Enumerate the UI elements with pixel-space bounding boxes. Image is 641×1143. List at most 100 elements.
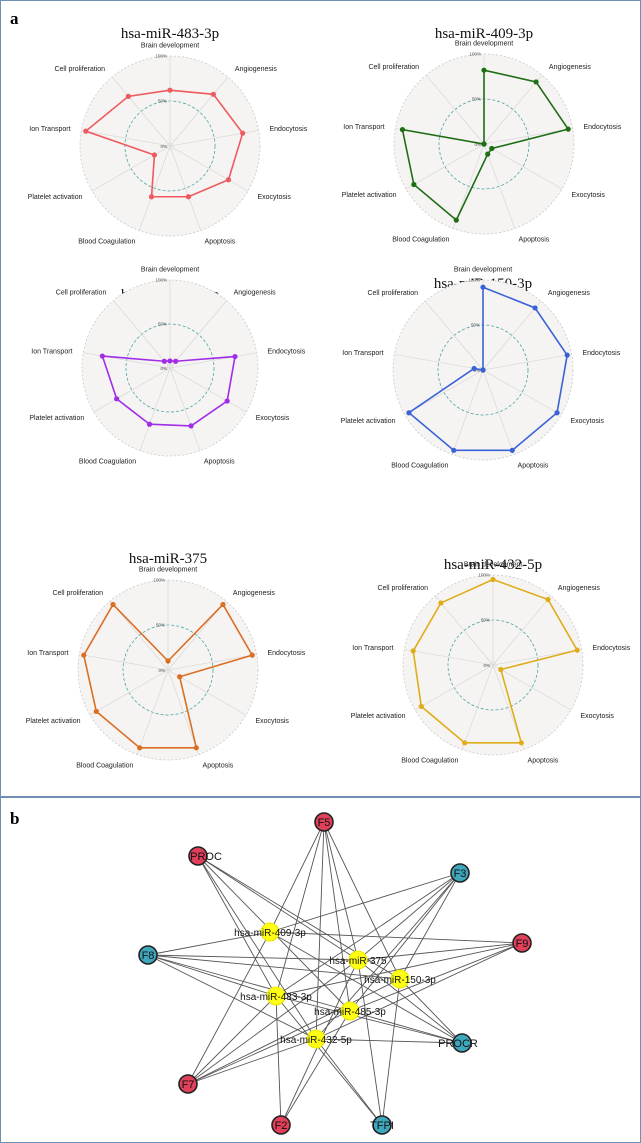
network-edge <box>399 872 461 980</box>
radar-data-point <box>173 358 179 364</box>
radar-spoke <box>492 595 552 666</box>
radar-axis-label: Angiogenesis <box>548 290 591 297</box>
radar-tick-label: 50% <box>471 323 480 328</box>
gene-node-label: F5 <box>318 817 331 829</box>
radar-data-point <box>240 130 246 136</box>
radar-data-point <box>399 127 406 133</box>
radar-data-point <box>438 600 444 606</box>
gene-node-label: F3 <box>454 868 467 880</box>
radar-data-point <box>471 365 477 372</box>
radar-data-point <box>545 596 551 603</box>
radar-spoke <box>93 367 171 413</box>
radar-axis-label: Brain development <box>141 43 199 50</box>
radar-spoke <box>167 654 257 671</box>
network-edge <box>349 942 523 1012</box>
panel-a-letter: a <box>10 9 19 28</box>
gene-node-label: F7 <box>182 1079 195 1091</box>
network-edge <box>323 821 359 961</box>
radar-tick-label: 50% <box>472 97 481 102</box>
gene-node <box>138 945 158 965</box>
radar-data-point <box>125 93 131 99</box>
mirna-node-label: hsa-miR-375 <box>329 956 387 967</box>
radar-spoke <box>169 76 229 147</box>
mirna-node <box>340 1001 360 1021</box>
radar-data-point <box>146 421 153 427</box>
radar-axis-label: Brain development <box>455 41 513 48</box>
radar-data-point <box>485 151 491 157</box>
radar-spoke <box>483 143 516 229</box>
radar-axis-label: Endocytosis <box>583 124 621 131</box>
radar-spoke <box>483 143 563 190</box>
network-edge <box>187 1010 351 1085</box>
radar-axis-label: Ion Transport <box>27 650 68 657</box>
radar-spoke <box>394 354 484 371</box>
radar-axis-label: Endocytosis <box>592 645 630 652</box>
radar-spoke <box>434 595 494 666</box>
radar-spoke <box>492 664 572 711</box>
radar-data-point <box>165 658 171 664</box>
radar-data-point <box>148 194 155 200</box>
gene-node <box>512 933 532 953</box>
radar-data-point <box>232 353 238 360</box>
mirna-node <box>306 1029 326 1049</box>
network-edge <box>197 855 317 1040</box>
network-edge <box>269 872 461 933</box>
network-edge <box>187 978 401 1085</box>
radar-axis-label: Brain development <box>141 267 199 274</box>
radar-tick-label: 50% <box>481 618 490 623</box>
radar-spoke <box>482 369 515 455</box>
network-graph: F5 PROC F3 F8 F9 PROCR F7 F2 TFPI hsa-miR-409-3p h… <box>138 812 532 1135</box>
network-edge <box>323 821 401 980</box>
radar-data-point <box>411 181 417 188</box>
radar-spoke <box>169 145 202 231</box>
radar-data-point <box>509 447 515 453</box>
radar-spoke <box>424 300 484 371</box>
radar-tick-label: 0% <box>160 366 167 371</box>
network-edge <box>147 954 351 1012</box>
radar-axis-label: Cell proliferation <box>368 64 419 71</box>
radar-data-point <box>137 745 143 751</box>
network-edge <box>275 995 383 1126</box>
network-edge <box>349 872 461 1012</box>
radar-data-point <box>167 87 173 93</box>
network-edge <box>315 942 523 1040</box>
mirna-node-label: hsa-miR-483-3p <box>240 992 312 1003</box>
mirna-node-label: hsa-miR-409-3p <box>234 928 306 939</box>
radar-axis-label: Ion Transport <box>343 124 384 131</box>
radar-data-point <box>185 194 192 200</box>
radar-axis-label: Blood Coagulation <box>391 462 448 469</box>
network-edge <box>147 954 317 1040</box>
gene-node <box>450 863 470 883</box>
network-edge <box>187 931 271 1085</box>
mirna-node-label: hsa-miR-432-5p <box>280 1035 352 1046</box>
radar-spoke <box>414 664 494 711</box>
radar-axis-label: Apoptosis <box>203 762 234 769</box>
radar-data-point <box>177 674 183 680</box>
radar-tick-label: 100% <box>468 278 480 283</box>
network-edge <box>275 872 461 997</box>
radar-data-point <box>114 396 120 402</box>
radar-data-point <box>480 367 486 373</box>
gene-node-label: F9 <box>516 938 529 950</box>
radar-spoke <box>167 669 200 755</box>
radar-axis-label: Apoptosis <box>528 757 559 764</box>
network-edge <box>323 821 351 1012</box>
radar-axis-label: Angiogenesis <box>558 585 601 592</box>
radar-axis-label: Blood Coagulation <box>78 238 135 245</box>
radar-data-point <box>574 647 580 653</box>
gene-node <box>178 1074 198 1094</box>
radar-data-point <box>83 128 89 134</box>
network-edge <box>315 1038 383 1126</box>
radar-data-point <box>151 152 158 158</box>
radar-spoke <box>169 352 257 369</box>
network-edge <box>187 959 359 1085</box>
radar-data-point <box>565 126 571 132</box>
network-edge <box>275 995 282 1126</box>
network-edge <box>357 872 461 961</box>
radar-data-point <box>481 67 487 73</box>
network-edge <box>147 954 359 961</box>
radar-series-line <box>101 355 236 427</box>
radar-data-point <box>554 410 560 416</box>
